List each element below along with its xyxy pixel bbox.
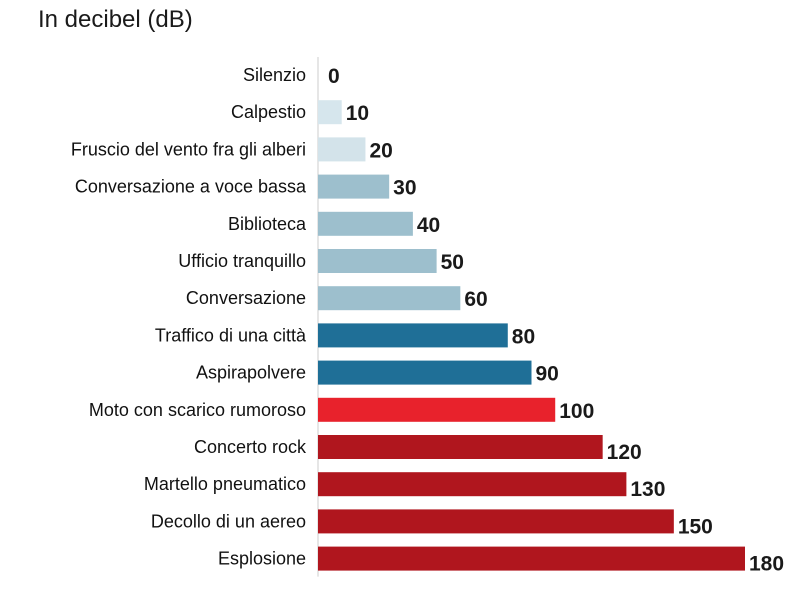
category-label: Fruscio del vento fra gli alberi — [71, 139, 306, 159]
bar — [318, 360, 532, 385]
chart-title: In decibel (dB) — [38, 6, 193, 33]
data-label: 60 — [464, 288, 487, 311]
bar — [318, 472, 627, 497]
bar — [318, 509, 674, 534]
data-label: 50 — [441, 251, 464, 274]
bar — [318, 249, 437, 273]
bar — [318, 435, 603, 459]
category-labels: Silenzio Calpestio Fruscio del vento fra g… — [71, 65, 307, 569]
category-label: Biblioteca — [228, 214, 307, 234]
bar — [318, 323, 508, 348]
category-label: Concerto rock — [194, 437, 307, 457]
bars-group — [317, 57, 745, 577]
data-label: 30 — [393, 177, 416, 200]
bar — [318, 137, 366, 162]
data-label: 10 — [346, 102, 369, 125]
data-label: 150 — [678, 515, 713, 538]
bar — [318, 397, 556, 422]
data-label: 100 — [559, 400, 594, 423]
bar — [318, 211, 413, 236]
data-label: 20 — [369, 139, 392, 162]
data-label: 120 — [607, 441, 642, 464]
category-label: Silenzio — [243, 65, 306, 85]
category-label: Moto con scarico rumoroso — [89, 400, 306, 420]
data-label: 130 — [630, 478, 665, 501]
category-label: Decollo di un aereo — [151, 511, 306, 531]
data-label: 90 — [536, 363, 559, 386]
data-label: 80 — [512, 325, 535, 348]
data-label: 40 — [417, 214, 440, 237]
data-label: 0 — [328, 65, 340, 88]
data-label: 180 — [749, 553, 784, 576]
category-label: Martello pneumatico — [144, 474, 306, 494]
category-label: Esplosione — [218, 549, 306, 569]
category-label: Conversazione — [186, 288, 306, 308]
bar — [318, 546, 745, 571]
category-label: Conversazione a voce bassa — [75, 177, 307, 197]
category-label: Traffico di una città — [155, 325, 307, 345]
category-label: Aspirapolvere — [196, 363, 306, 383]
bar — [318, 100, 342, 125]
bar — [318, 286, 461, 311]
category-label: Calpestio — [231, 102, 306, 122]
bar — [318, 174, 390, 199]
category-label: Ufficio tranquillo — [178, 251, 306, 271]
